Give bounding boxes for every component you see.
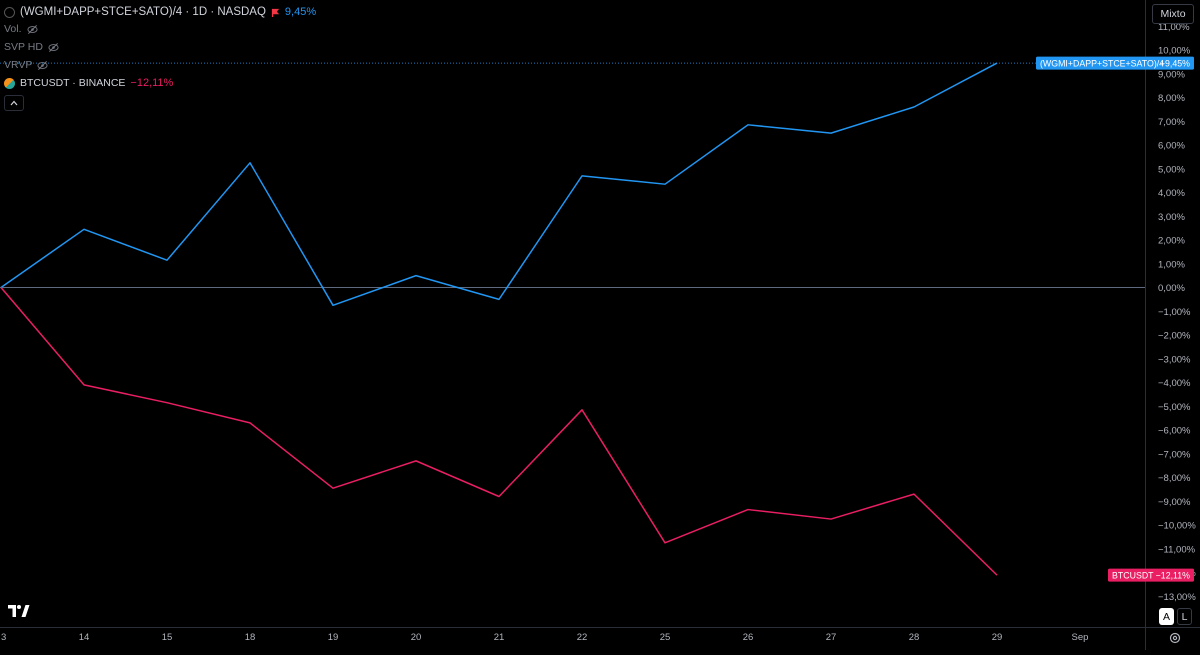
scale-mode-button[interactable]: Mixto: [1152, 4, 1194, 24]
indicator-label: Vol.: [4, 21, 22, 37]
gear-icon[interactable]: [1169, 632, 1181, 644]
x-tick-label: Sep: [1072, 632, 1089, 643]
y-tick-label: 3,00%: [1158, 212, 1185, 223]
y-tick-label: −8,00%: [1158, 473, 1191, 484]
y-tick-label: −7,00%: [1158, 449, 1191, 460]
y-tick-label: −10,00%: [1158, 521, 1196, 532]
series-line-1: [1, 288, 997, 576]
x-tick-label: 29: [992, 632, 1003, 643]
eye-hidden-icon[interactable]: [27, 24, 38, 35]
y-tick-label: −4,00%: [1158, 378, 1191, 389]
legend-main-symbol[interactable]: (WGMI+DAPP+STCE+SATO)/4 · 1D · NASDAQ 9,…: [4, 4, 316, 20]
y-tick-label: −3,00%: [1158, 354, 1191, 365]
y-tick-label: −2,00%: [1158, 331, 1191, 342]
legend-indicator-vol[interactable]: Vol.: [4, 21, 38, 37]
y-tick-label: 8,00%: [1158, 93, 1185, 104]
last-value-series-name: BTCUSDT: [1112, 571, 1154, 581]
y-tick-label: −1,00%: [1158, 307, 1191, 318]
x-tick-label: 20: [411, 632, 422, 643]
x-tick-label: 27: [826, 632, 837, 643]
legend-indicator-svp[interactable]: SVP HD: [4, 39, 59, 55]
x-tick-label: 18: [245, 632, 256, 643]
indicator-label: VRVP: [4, 57, 32, 73]
log-scale-button[interactable]: L: [1177, 608, 1192, 625]
auto-scale-button[interactable]: A: [1159, 608, 1174, 625]
compare-change: −12,11%: [130, 75, 173, 91]
symbol-info-icon[interactable]: [4, 7, 15, 18]
last-value-series-name: (WGMI+DAPP+STCE+SATO)/4: [1040, 59, 1164, 69]
x-tick-label: 19: [328, 632, 339, 643]
x-tick-label: 22: [577, 632, 588, 643]
y-tick-label: 0,00%: [1158, 283, 1185, 294]
compare-symbol-title: BTCUSDT · BINANCE: [20, 75, 125, 91]
symbol-change: 9,45%: [285, 4, 316, 20]
eye-hidden-icon[interactable]: [48, 42, 59, 53]
bitcoin-logo-icon: [4, 78, 15, 89]
x-tick-label: 21: [494, 632, 505, 643]
x-tick-label: 28: [909, 632, 920, 643]
y-tick-label: −11,00%: [1158, 544, 1196, 555]
legend-compare-symbol[interactable]: BTCUSDT · BINANCE −12,11%: [4, 75, 173, 91]
x-tick-label: 26: [743, 632, 754, 643]
collapse-legend-button[interactable]: [4, 95, 24, 111]
y-tick-label: −6,00%: [1158, 426, 1191, 437]
last-value-label: +9,45%: [1160, 59, 1190, 69]
y-tick-label: 6,00%: [1158, 141, 1185, 152]
y-tick-label: 4,00%: [1158, 188, 1185, 199]
y-tick-label: 7,00%: [1158, 117, 1185, 128]
y-tick-label: 9,00%: [1158, 69, 1185, 80]
indicator-label: SVP HD: [4, 39, 43, 55]
y-tick-label: −9,00%: [1158, 497, 1191, 508]
y-tick-label: 5,00%: [1158, 164, 1185, 175]
x-tick-label: 15: [162, 632, 173, 643]
y-tick-label: −13,00%: [1158, 592, 1196, 603]
symbol-title: (WGMI+DAPP+STCE+SATO)/4 · 1D · NASDAQ: [20, 4, 266, 20]
legend-indicator-vrvp[interactable]: VRVP: [4, 57, 48, 73]
eye-hidden-icon[interactable]: [37, 60, 48, 71]
x-tick-label: 25: [660, 632, 671, 643]
y-tick-label: 2,00%: [1158, 236, 1185, 247]
last-value-label: −12,11%: [1156, 571, 1190, 581]
y-tick-label: 1,00%: [1158, 259, 1185, 270]
y-tick-label: 10,00%: [1158, 46, 1191, 57]
chevron-up-icon: [10, 100, 18, 106]
series-line-0: [1, 63, 997, 305]
x-tick-label: 14: [79, 632, 90, 643]
y-tick-label: −5,00%: [1158, 402, 1191, 413]
x-tick-label: 3: [1, 632, 6, 643]
tradingview-logo-icon[interactable]: [8, 604, 30, 618]
flag-icon[interactable]: [271, 8, 280, 17]
